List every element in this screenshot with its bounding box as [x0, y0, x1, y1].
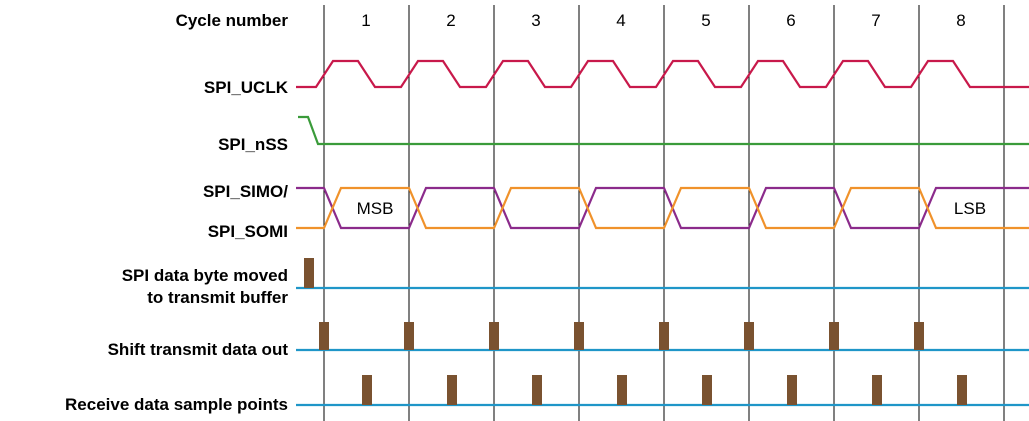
sample-pulse-7 [872, 375, 882, 405]
shift-pulse-6 [744, 322, 754, 350]
shift-pulse-2 [404, 322, 414, 350]
cycle-number-4: 4 [616, 11, 625, 30]
sample-pulse-5 [702, 375, 712, 405]
data-waveform-orange [296, 186, 1029, 230]
data-waveform-purple [296, 186, 1029, 230]
cycle-numbers: 1 2 3 4 5 6 7 8 [361, 11, 965, 30]
shift-pulse-8 [914, 322, 924, 350]
sample-pulse-2 [447, 375, 457, 405]
cycle-dividers [323, 5, 1005, 421]
msb-label: MSB [357, 199, 394, 218]
lsb-label: LSB [954, 199, 986, 218]
sample-pulse-4 [617, 375, 627, 405]
cycle-number-label: Cycle number [176, 11, 289, 30]
cycle-number-5: 5 [701, 11, 710, 30]
moved-to-buffer-label-line2: to transmit buffer [147, 288, 288, 307]
cycle-number-8: 8 [956, 11, 965, 30]
uclk-waveform [296, 59, 1029, 89]
receive-sample-label: Receive data sample points [65, 395, 288, 414]
moved-to-buffer-pulse [304, 258, 314, 288]
sample-pulse-1 [362, 375, 372, 405]
nss-label: SPI_nSS [218, 135, 288, 154]
cycle-number-3: 3 [531, 11, 540, 30]
shift-pulse-1 [319, 322, 329, 350]
simo-label: SPI_SIMO/ [203, 182, 288, 201]
moved-to-buffer-label-line1: SPI data byte moved [122, 266, 288, 285]
cycle-number-6: 6 [786, 11, 795, 30]
shift-pulse-4 [574, 322, 584, 350]
somi-label: SPI_SOMI [208, 222, 288, 241]
cycle-number-1: 1 [361, 11, 370, 30]
sample-pulse-3 [532, 375, 542, 405]
sample-pulse-6 [787, 375, 797, 405]
event-pulses [304, 258, 967, 405]
cycle-number-2: 2 [446, 11, 455, 30]
shift-pulse-5 [659, 322, 669, 350]
shift-out-label: Shift transmit data out [108, 340, 289, 359]
nss-waveform [298, 115, 1029, 146]
sample-pulse-8 [957, 375, 967, 405]
shift-pulse-3 [489, 322, 499, 350]
cycle-number-7: 7 [871, 11, 880, 30]
uclk-label: SPI_UCLK [204, 78, 289, 97]
shift-pulse-7 [829, 322, 839, 350]
